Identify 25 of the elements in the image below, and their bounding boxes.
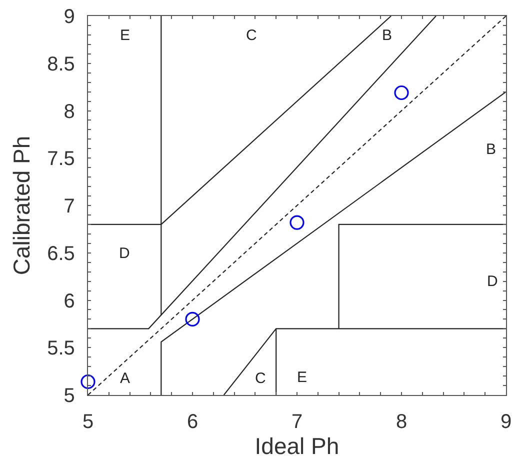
x-tick-label: 9 [500, 411, 512, 434]
annotation: E [297, 369, 308, 386]
y-tick-label: 9 [64, 6, 75, 28]
annotation: E [120, 27, 130, 44]
annotation: D [119, 245, 130, 262]
x-tick-label: 7 [291, 411, 303, 434]
y-tick-label: 7 [64, 196, 75, 218]
y-tick-label: 6.5 [47, 242, 75, 265]
annotation: B [486, 141, 496, 158]
x-tick-label: 6 [186, 411, 198, 434]
y-tick-label: 6 [64, 290, 75, 312]
y-tick-label: 8.5 [47, 53, 75, 76]
y-tick-label: 8 [64, 100, 75, 123]
y-tick-label: 5 [64, 385, 75, 407]
annotation: C [255, 370, 266, 387]
x-axis-title: Ideal Ph [254, 433, 340, 460]
y-axis-title: Calibrated Ph [8, 136, 35, 276]
annotation: D [487, 273, 498, 290]
y-tick-label: 7.5 [47, 148, 75, 170]
x-tick-label: 8 [396, 411, 408, 434]
y-tick-label: 5.5 [47, 338, 75, 360]
annotation: C [246, 27, 257, 44]
annotation: B [382, 27, 392, 44]
x-tick-label: 5 [82, 411, 94, 434]
annotation: A [120, 370, 130, 387]
